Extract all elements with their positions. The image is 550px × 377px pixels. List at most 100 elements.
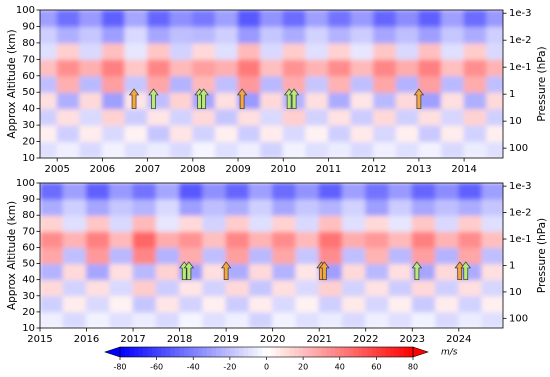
heat-cell bbox=[155, 183, 181, 200]
heat-cell bbox=[295, 263, 320, 281]
heat-cell bbox=[327, 108, 352, 126]
heat-cell bbox=[132, 263, 157, 281]
colorbar-swatch bbox=[179, 347, 185, 357]
y-tick-label: 70 bbox=[22, 226, 35, 237]
y2-tick-label: 1e-3 bbox=[509, 181, 532, 192]
heat-cell bbox=[79, 75, 103, 93]
heat-cell bbox=[365, 311, 390, 328]
heat-cell bbox=[237, 124, 262, 143]
heat-cell bbox=[214, 91, 239, 110]
heat-cell bbox=[62, 246, 88, 265]
heat-cell bbox=[179, 311, 204, 328]
heat-cell bbox=[418, 42, 443, 60]
heat-cell bbox=[40, 91, 58, 110]
heat-cell bbox=[237, 108, 262, 126]
colorbar-tick-label: 60 bbox=[371, 363, 381, 372]
heat-cell bbox=[169, 108, 194, 126]
colorbar-swatch bbox=[211, 347, 217, 357]
heat-cell bbox=[365, 295, 390, 313]
heat-cell bbox=[202, 279, 227, 297]
heat-cell bbox=[147, 58, 171, 77]
heat-cell bbox=[411, 198, 437, 216]
heat-cell bbox=[214, 75, 239, 93]
event-arrow bbox=[198, 88, 209, 110]
heat-cell bbox=[395, 10, 420, 27]
heat-cell bbox=[295, 198, 320, 216]
colorbar-tick-label: 80 bbox=[408, 363, 418, 372]
heat-cell bbox=[86, 279, 111, 297]
heat-cell bbox=[179, 246, 204, 265]
heat-cell bbox=[155, 230, 181, 248]
heat-cell bbox=[350, 58, 375, 77]
heat-cell bbox=[388, 183, 413, 200]
heat-cell bbox=[282, 25, 307, 44]
heat-cell bbox=[350, 75, 375, 93]
heat-cell bbox=[56, 58, 81, 77]
heat-cell bbox=[225, 230, 250, 248]
heat-cell bbox=[350, 108, 375, 126]
colorbar-swatch bbox=[184, 347, 190, 357]
heat-cell bbox=[225, 279, 250, 297]
colorbar-swatch bbox=[408, 347, 414, 357]
heat-cell bbox=[327, 25, 352, 44]
colorbar-tick-label: -80 bbox=[113, 363, 126, 372]
heat-cell bbox=[109, 183, 134, 200]
heat-cell bbox=[435, 198, 460, 216]
heat-cell bbox=[179, 230, 204, 248]
heat-cell bbox=[305, 75, 329, 93]
heat-cell bbox=[169, 141, 194, 158]
heat-cell bbox=[192, 75, 216, 93]
heat-cell bbox=[318, 230, 343, 248]
colorbar-swatch bbox=[261, 347, 267, 357]
heat-cell bbox=[109, 230, 134, 248]
heat-cell bbox=[40, 246, 64, 265]
heat-cell bbox=[388, 214, 413, 232]
heat-cell bbox=[272, 263, 297, 281]
heat-cell bbox=[260, 91, 284, 110]
x-tick-label: 2024 bbox=[446, 334, 471, 345]
heat-cell bbox=[202, 263, 227, 281]
heat-cell bbox=[318, 246, 343, 265]
heat-cell bbox=[237, 75, 262, 93]
heat-cell bbox=[40, 198, 64, 216]
heatmap bbox=[40, 183, 503, 328]
colorbar-swatch bbox=[124, 347, 130, 357]
heat-cell bbox=[62, 279, 88, 297]
heat-cell bbox=[109, 295, 134, 313]
heat-cell bbox=[248, 246, 274, 265]
heat-cell bbox=[411, 230, 437, 248]
heat-cell bbox=[202, 311, 227, 328]
colorbar-swatch bbox=[170, 347, 176, 357]
heat-cell bbox=[109, 198, 134, 216]
y2-tick-label: 1e-1 bbox=[509, 62, 532, 73]
x-tick-label: 2023 bbox=[400, 334, 425, 345]
x-tick-label: 2007 bbox=[135, 164, 160, 175]
heat-cell bbox=[169, 58, 194, 77]
heat-cell bbox=[373, 42, 397, 60]
heat-cell bbox=[418, 10, 443, 27]
heat-cell bbox=[411, 246, 437, 265]
y2-tick-label: 1e-2 bbox=[509, 208, 532, 219]
colorbar-swatch bbox=[371, 347, 377, 357]
heat-cell bbox=[86, 183, 111, 200]
heat-cell bbox=[40, 263, 64, 281]
colorbar-swatch bbox=[252, 347, 258, 357]
y-tick-label: 40 bbox=[22, 275, 35, 286]
colorbar-swatch bbox=[321, 347, 327, 357]
heat-cell bbox=[225, 311, 250, 328]
heat-cell bbox=[248, 263, 274, 281]
heat-cell bbox=[155, 246, 181, 265]
heat-cell bbox=[441, 25, 465, 44]
heat-cell bbox=[202, 183, 227, 200]
heat-cell bbox=[282, 75, 307, 93]
heat-cell bbox=[418, 25, 443, 44]
heat-cell bbox=[124, 108, 149, 126]
heat-cell bbox=[79, 58, 103, 77]
colorbar-swatch bbox=[266, 347, 272, 357]
y-tick-label: 100 bbox=[16, 178, 35, 189]
heat-cell bbox=[86, 263, 111, 281]
heat-cell bbox=[458, 214, 483, 232]
colorbar-swatch bbox=[399, 347, 405, 357]
colorbar-swatch bbox=[138, 347, 144, 357]
